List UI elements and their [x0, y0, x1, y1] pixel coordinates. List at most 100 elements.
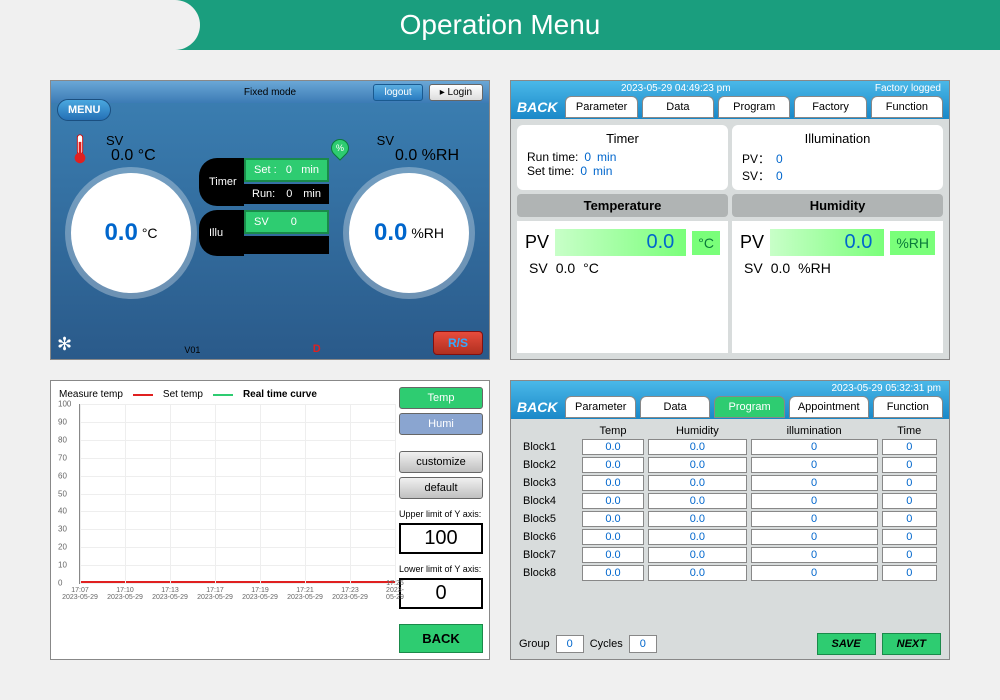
- temp-toggle-button[interactable]: Temp: [399, 387, 483, 409]
- lower-limit-label: Lower limit of Y axis:: [399, 564, 483, 574]
- tab-function[interactable]: Function: [871, 96, 943, 118]
- table-cell[interactable]: 0.0: [648, 439, 747, 455]
- panel2-topbar: 2023-05-29 04:49:23 pm Factory logged BA…: [511, 81, 949, 119]
- table-cell[interactable]: 0: [751, 529, 878, 545]
- tab-program[interactable]: Program: [718, 96, 790, 118]
- chart-plot: 100908070605040302010017:072023-05-2917:…: [79, 404, 395, 584]
- menu-button[interactable]: MENU: [57, 99, 111, 121]
- table-cell[interactable]: 0: [751, 493, 878, 509]
- table-cell[interactable]: 0.0: [648, 457, 747, 473]
- illu-sv-row[interactable]: SV 0: [244, 210, 329, 234]
- version-label: V01: [184, 345, 200, 355]
- temp-sv2-label: SV: [529, 260, 548, 276]
- table-cell[interactable]: 0.0: [582, 565, 644, 581]
- rs-button[interactable]: R/S: [433, 331, 483, 355]
- timer-set-value: 0: [286, 164, 292, 176]
- light-icon[interactable]: ✻: [57, 334, 72, 355]
- next-button[interactable]: NEXT: [882, 633, 941, 655]
- illum-sv-label: SV：: [742, 167, 770, 184]
- tab4-parameter[interactable]: Parameter: [565, 396, 635, 418]
- timer-set-row[interactable]: Set : 0 min: [244, 158, 329, 182]
- tab-data[interactable]: Data: [642, 96, 714, 118]
- illum-pv-value: 0: [776, 152, 783, 166]
- table-cell[interactable]: 0.0: [582, 457, 644, 473]
- tab4-program[interactable]: Program: [714, 396, 784, 418]
- table-cell[interactable]: 0.0: [648, 475, 747, 491]
- save-button[interactable]: SAVE: [817, 633, 876, 655]
- table-cell[interactable]: 0: [882, 547, 937, 563]
- humi-toggle-button[interactable]: Humi: [399, 413, 483, 435]
- table-cell[interactable]: 0: [882, 475, 937, 491]
- table-cell[interactable]: 0: [751, 439, 878, 455]
- x-tick: 17:132023-05-29: [152, 587, 188, 601]
- table-cell[interactable]: 0.0: [582, 475, 644, 491]
- table-row: Block80.00.000: [523, 565, 937, 581]
- panel4-back-button[interactable]: BACK: [517, 399, 557, 415]
- lower-limit-input[interactable]: 0: [399, 578, 483, 609]
- table-row: Block50.00.000: [523, 511, 937, 527]
- table-cell[interactable]: 0: [882, 529, 937, 545]
- temp-gauge-value: 0.0: [104, 219, 137, 247]
- humi-header: Humidity: [732, 194, 943, 217]
- row-label: Block8: [523, 565, 578, 581]
- table-cell[interactable]: 0.0: [582, 529, 644, 545]
- table-cell[interactable]: 0.0: [582, 493, 644, 509]
- table-cell[interactable]: 0.0: [648, 565, 747, 581]
- table-cell[interactable]: 0: [751, 565, 878, 581]
- temp-gauge[interactable]: 0.0 °C: [71, 173, 191, 293]
- table-cell[interactable]: 0.0: [582, 547, 644, 563]
- tab4-data[interactable]: Data: [640, 396, 710, 418]
- group-input[interactable]: 0: [556, 635, 584, 653]
- chart-back-button[interactable]: BACK: [399, 624, 483, 653]
- table-cell[interactable]: 0: [751, 547, 878, 563]
- page-header: Operation Menu: [0, 0, 1000, 50]
- illu-sv-label: SV: [254, 216, 269, 228]
- login-button[interactable]: ▸ Login: [429, 84, 483, 101]
- table-cell[interactable]: 0.0: [582, 439, 644, 455]
- tab-parameter[interactable]: Parameter: [565, 96, 637, 118]
- tab4-function[interactable]: Function: [873, 396, 943, 418]
- table-cell[interactable]: 0: [882, 565, 937, 581]
- table-cell[interactable]: 0: [751, 475, 878, 491]
- y-tick: 100: [58, 400, 71, 409]
- table-cell[interactable]: 0: [882, 457, 937, 473]
- col-humidity: Humidity: [648, 425, 747, 437]
- logout-button[interactable]: logout: [373, 84, 422, 101]
- panel2-status: Factory logged: [875, 83, 941, 94]
- table-cell[interactable]: 0: [751, 457, 878, 473]
- customize-button[interactable]: customize: [399, 451, 483, 473]
- tab-factory[interactable]: Factory: [794, 96, 866, 118]
- table-cell[interactable]: 0.0: [648, 547, 747, 563]
- table-row: Block20.00.000: [523, 457, 937, 473]
- table-cell[interactable]: 0.0: [648, 511, 747, 527]
- table-cell[interactable]: 0: [882, 511, 937, 527]
- page-title: Operation Menu: [400, 9, 601, 41]
- timer-card: Timer Run time:0min Set time:0min: [517, 125, 728, 190]
- temp-sv2-unit: °C: [583, 260, 599, 276]
- table-cell[interactable]: 0: [882, 493, 937, 509]
- set-time-unit: min: [593, 164, 612, 178]
- table-cell[interactable]: 0.0: [648, 529, 747, 545]
- upper-limit-input[interactable]: 100: [399, 523, 483, 554]
- tab4-appointment[interactable]: Appointment: [789, 396, 869, 418]
- row-label: Block1: [523, 439, 578, 455]
- illum-sv-value: 0: [776, 169, 783, 183]
- center-settings: Timer Set : 0 min Run: 0 min: [199, 158, 329, 260]
- col-temp: Temp: [582, 425, 644, 437]
- illumination-card: Illumination PV：0 SV：0: [732, 125, 943, 190]
- humi-gauge[interactable]: 0.0 %RH: [349, 173, 469, 293]
- temp-sv-value: 0.0 °C: [111, 147, 156, 165]
- table-cell[interactable]: 0.0: [582, 511, 644, 527]
- droplet-icon: %: [327, 135, 352, 160]
- humi-pv-label: PV: [740, 232, 764, 253]
- cycles-input[interactable]: 0: [629, 635, 657, 653]
- table-cell[interactable]: 0: [751, 511, 878, 527]
- table-cell[interactable]: 0.0: [648, 493, 747, 509]
- humi-gauge-value: 0.0: [374, 219, 407, 247]
- table-cell[interactable]: 0: [882, 439, 937, 455]
- back-button[interactable]: BACK: [517, 99, 557, 115]
- illu-sv-value: 0: [291, 216, 297, 228]
- humi-block: PV 0.0 %RH SV 0.0 %RH: [732, 221, 943, 353]
- temp-block: PV 0.0 °C SV 0.0 °C: [517, 221, 728, 353]
- default-button[interactable]: default: [399, 477, 483, 499]
